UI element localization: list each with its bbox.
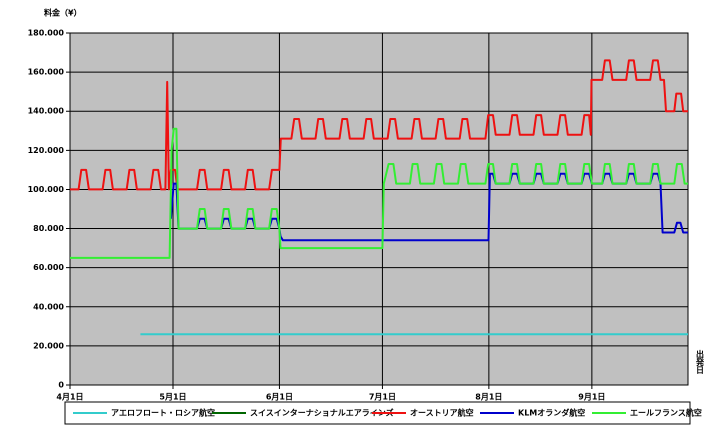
series-line: [70, 127, 688, 259]
y-tick-label: 20.000: [33, 341, 64, 350]
y-tick-label: 100.000: [28, 185, 65, 194]
x-tick-label: 4月1日: [56, 393, 83, 402]
y-tick-label: 60.000: [33, 263, 64, 272]
legend-label: KLMオランダ航空: [518, 408, 585, 418]
x-tick-label: 5月1日: [159, 393, 186, 402]
x-tick-label: 9月1日: [578, 393, 605, 402]
y-tick-label: 180.000: [28, 29, 65, 38]
x-axis-title: 出発日: [695, 349, 705, 375]
legend-label: アエロフロート・ロシア航空: [111, 408, 215, 418]
series-line: [70, 59, 688, 191]
y-tick-label: 160.000: [28, 68, 65, 77]
y-tick-label: 0: [58, 381, 64, 390]
legend-label: エールフランス航空: [630, 408, 702, 418]
y-tick-label: 120.000: [28, 146, 65, 155]
plot-border: [69, 32, 689, 386]
legend-label: スイスインターナショナルエアラインズ: [250, 408, 394, 418]
x-tick-label: 6月1日: [266, 393, 293, 402]
x-tick-label: 8月1日: [475, 393, 502, 402]
x-tick-label: 7月1日: [369, 393, 396, 402]
legend-label: オーストリア航空: [410, 408, 474, 418]
y-tick-label: 40.000: [33, 302, 64, 311]
y-tick-label: 140.000: [28, 107, 65, 116]
y-axis-title: 料金（¥）: [44, 8, 82, 18]
y-tick-label: 80.000: [33, 224, 64, 233]
plot-area: [70, 33, 688, 385]
